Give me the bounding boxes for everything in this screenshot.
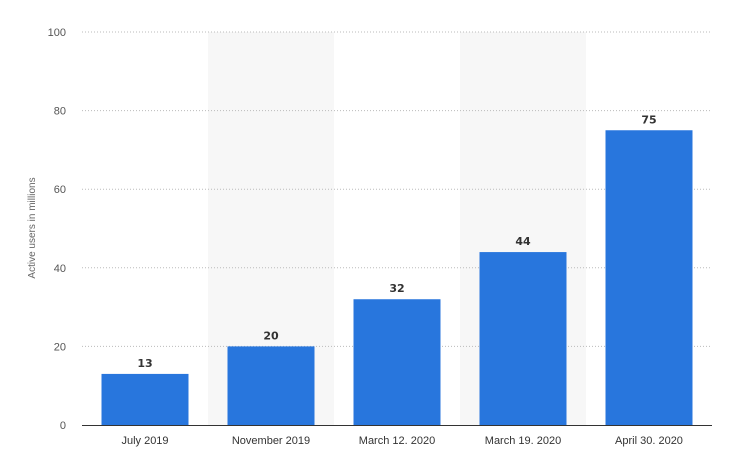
y-tick-label: 60 <box>54 184 66 196</box>
bar <box>605 130 693 425</box>
data-label: 32 <box>389 282 404 295</box>
bar <box>353 299 441 425</box>
bars <box>101 130 693 425</box>
data-label: 20 <box>263 329 279 342</box>
bar <box>227 346 315 425</box>
bar <box>101 373 189 425</box>
data-label: 13 <box>137 357 152 370</box>
y-tick-labels: 0 20 40 60 80 100 <box>48 27 66 432</box>
y-tick-label: 40 <box>54 263 66 275</box>
y-tick-label: 20 <box>54 341 66 353</box>
x-tick-labels: July 2019 November 2019 March 12. 2020 Marc… <box>121 435 682 447</box>
x-tick-label: March 12. 2020 <box>359 435 435 447</box>
y-tick-label: 100 <box>48 27 66 39</box>
y-axis-label: Active users in millions <box>27 177 38 278</box>
bar <box>479 252 567 425</box>
x-tick-label: November 2019 <box>232 435 310 447</box>
data-label: 44 <box>515 235 531 248</box>
data-label: 75 <box>641 113 656 126</box>
x-tick-label: March 19. 2020 <box>485 435 561 447</box>
x-tick-label: April 30. 2020 <box>615 435 683 447</box>
y-tick-label: 80 <box>54 106 66 118</box>
y-tick-label: 0 <box>60 420 66 432</box>
data-labels: 13 20 32 44 75 <box>137 113 656 370</box>
x-tick-label: July 2019 <box>121 435 168 447</box>
